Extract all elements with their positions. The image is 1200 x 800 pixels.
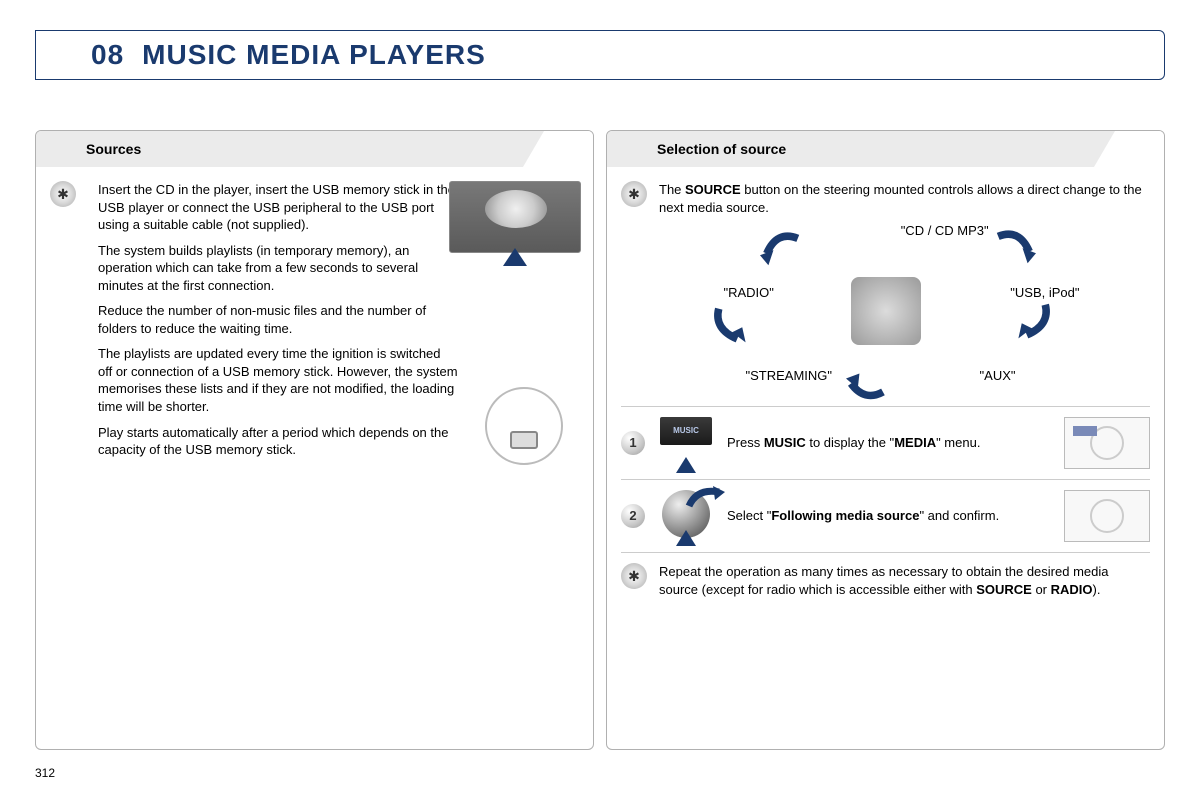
cycle-arrow-icon [712,302,754,344]
sources-panel: Sources ✱ Insert the CD in the player, i… [35,130,594,750]
page-number: 312 [35,766,55,780]
music-button-label: MUSIC [660,417,712,445]
intro-bold: SOURCE [685,182,741,197]
rpt-b2: RADIO [1051,582,1093,597]
selection-panel-header: Selection of source [607,131,1164,167]
sources-text: Insert the CD in the player, insert the … [98,181,458,459]
left-column: Sources ✱ Insert the CD in the player, i… [35,130,594,750]
s1-post: " menu. [936,435,980,450]
lightbulb-icon: ✱ [621,181,647,207]
selection-title: Selection of source [657,141,786,157]
step1-text: Press MUSIC to display the "MEDIA" menu. [727,434,1054,452]
selection-panel-body: ✱ The SOURCE button on the steering moun… [607,167,1164,749]
s2-b1: Following media source [771,508,919,523]
section-number: 08 [91,39,124,71]
step2-text: Select "Following media source" and conf… [727,507,1054,525]
repeat-note: ✱ Repeat the operation as many times as … [621,552,1150,598]
cd-player-illustration [449,181,581,253]
curved-arrow-icon [685,486,725,510]
cycle-arrow-icon [846,360,888,402]
step-2: 2 Select "Following media source" and co… [621,479,1150,552]
sources-title: Sources [86,141,141,157]
cycle-label-radio: "RADIO" [724,284,774,302]
steering-control-illustration [851,277,921,345]
cycle-arrow-icon [760,230,802,272]
source-intro: ✱ The SOURCE button on the steering moun… [621,181,1150,216]
lightbulb-icon: ✱ [621,563,647,589]
lightbulb-icon: ✱ [50,181,76,207]
cycle-label-streaming: "STREAMING" [746,367,833,385]
sources-panel-header: Sources [36,131,593,167]
s2-post: " and confirm. [919,508,999,523]
step-1: 1 MUSIC Press MUSIC to display the "MEDI… [621,406,1150,479]
up-arrow-icon [676,457,696,473]
selection-panel: Selection of source ✱ The SOURCE button … [606,130,1165,750]
music-button-illustration: MUSIC [655,417,717,469]
up-arrow-icon [676,530,696,546]
cycle-label-aux: "AUX" [980,367,1016,385]
rpt-mid: or [1032,582,1051,597]
cycle-label-cd: "CD / CD MP3" [901,222,989,240]
page-header: 08 MUSIC MEDIA PLAYERS [35,30,1165,80]
step-number: 1 [621,431,645,455]
sources-p3: Reduce the number of non-music files and… [98,302,458,337]
step-number: 2 [621,504,645,528]
source-cycle-diagram: "CD / CD MP3" "USB, iPod" "AUX" "STREAMI… [696,226,1076,396]
sources-p5: Play starts automatically after a period… [98,424,458,459]
dial-illustration [655,490,717,542]
sources-panel-body: ✱ Insert the CD in the player, insert th… [36,167,593,749]
sources-p2: The system builds playlists (in temporar… [98,242,458,295]
s1-b1: MUSIC [764,435,806,450]
s2-pre: Select " [727,508,771,523]
content-area: Sources ✱ Insert the CD in the player, i… [35,130,1165,750]
cycle-arrow-icon [994,228,1036,270]
s1-b2: MEDIA [894,435,936,450]
section-title: MUSIC MEDIA PLAYERS [142,39,486,71]
console-illustration [1064,417,1150,469]
rpt-b1: SOURCE [976,582,1032,597]
sources-p4: The playlists are updated every time the… [98,345,458,415]
sources-p1: Insert the CD in the player, insert the … [98,181,458,234]
right-column: Selection of source ✱ The SOURCE button … [606,130,1165,750]
console-illustration [1064,490,1150,542]
rpt-post: ). [1093,582,1101,597]
source-intro-text: The SOURCE button on the steering mounte… [659,181,1150,216]
repeat-text: Repeat the operation as many times as ne… [659,563,1150,598]
usb-port-illustration [485,387,563,465]
intro-pre: The [659,182,685,197]
cycle-arrow-icon [1010,298,1052,340]
s1-pre: Press [727,435,764,450]
s1-mid: to display the " [806,435,894,450]
